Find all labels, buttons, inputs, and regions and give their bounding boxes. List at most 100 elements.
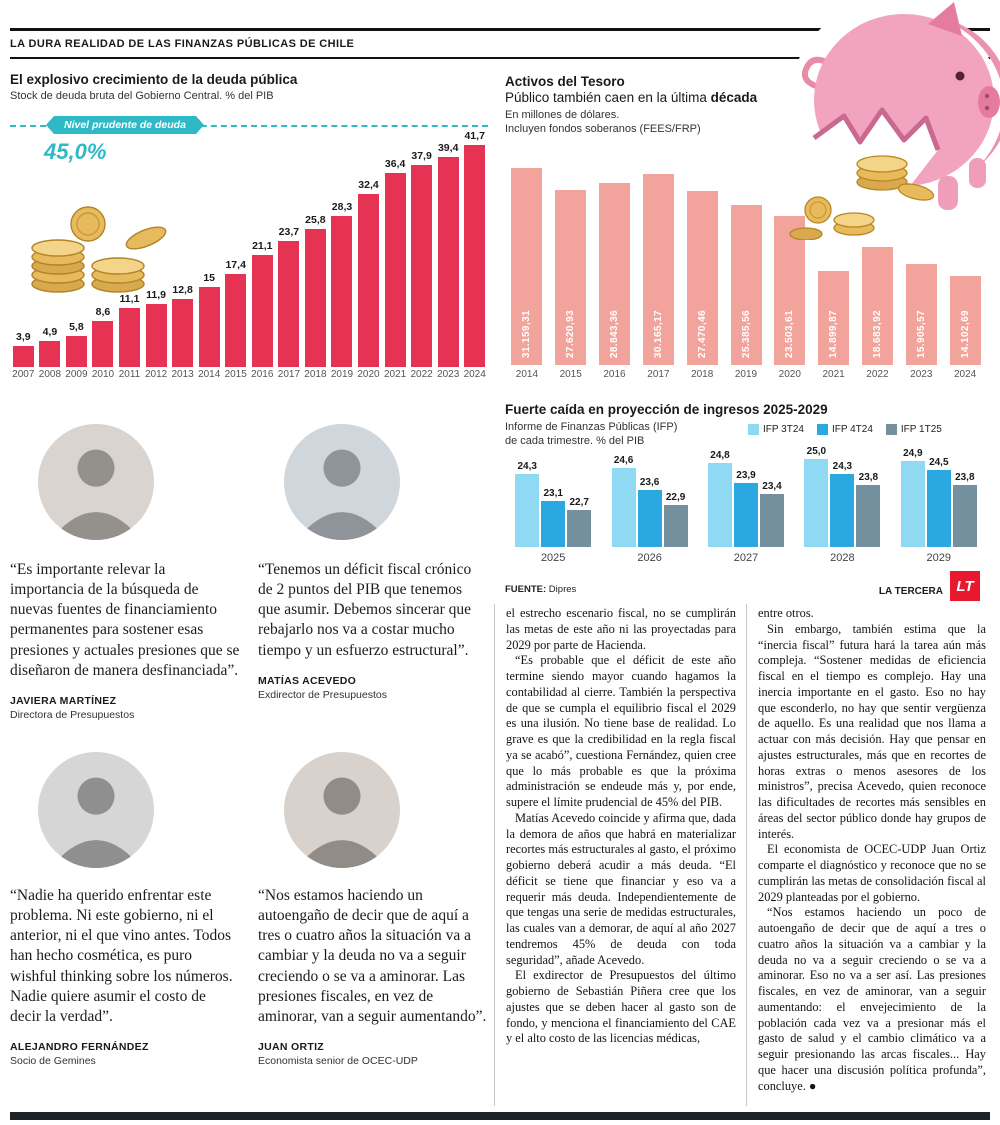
income-chart-legend: IFP 3T24 IFP 4T24 IFP 1T25 bbox=[748, 424, 990, 435]
debt-bar bbox=[39, 340, 61, 367]
quote-author-name: JAVIERA MARTÍNEZ bbox=[10, 694, 117, 707]
debt-category-label: 2008 bbox=[38, 369, 62, 380]
income-bar-value: 23,8 bbox=[858, 472, 879, 484]
quote-matias-acevedo: “Tenemos un déficit fiscal crónico de 2 … bbox=[258, 560, 486, 701]
treasury-bar-value-text: 18.683,92 bbox=[872, 309, 883, 358]
quote-author-role: Directora de Presupuestos bbox=[10, 708, 135, 721]
income-bar bbox=[760, 494, 784, 547]
debt-category-label: 2019 bbox=[330, 369, 354, 380]
treasury-category-label: 2021 bbox=[822, 369, 845, 380]
treasury-chart-categories: 2014 2015 2016 2017 2018 2019 2020 2021 2022 2023… bbox=[505, 369, 987, 383]
treasury-title-line2-text: Público también caen en la última bbox=[505, 90, 711, 105]
income-category-label: 2027 bbox=[733, 552, 759, 564]
debt-bar bbox=[411, 164, 433, 367]
treasury-bar-value: 14.899,87 bbox=[818, 310, 849, 358]
debt-category-label: 2022 bbox=[410, 369, 433, 380]
debt-bar-value: 17,4 bbox=[225, 259, 246, 272]
quote-alejandro-fernandez: “Nadie ha querido enfrentar este problem… bbox=[10, 886, 240, 1067]
debt-category-label: 2018 bbox=[304, 369, 327, 380]
treasury-category-label: 2014 bbox=[515, 369, 539, 380]
treasury-bar: 27.470,46 bbox=[686, 191, 718, 365]
debt-bar bbox=[358, 194, 379, 367]
quote-author-name: JUAN ORTIZ bbox=[258, 1040, 324, 1053]
income-chart-title: Fuerte caída en proyección de ingresos 2… bbox=[505, 402, 828, 417]
prudent-level-label: Nivel prudente de deuda bbox=[46, 116, 204, 134]
legend-label: IFP 1T25 bbox=[900, 424, 942, 435]
article-paragraph: Sin embargo, también estima que la “iner… bbox=[758, 621, 986, 841]
treasury-category-label: 2023 bbox=[910, 369, 933, 380]
treasury-chart-subtitle-2: Incluyen fondos soberanos (FEES/FRP) bbox=[505, 123, 701, 135]
person-silhouette-icon bbox=[38, 752, 154, 868]
debt-bar-value: 12,8 bbox=[172, 283, 193, 296]
column-rule bbox=[746, 604, 747, 1106]
income-bar-value: 25,0 bbox=[806, 446, 827, 457]
debt-category-label: 2010 bbox=[91, 369, 115, 380]
legend-item: IFP 1T25 bbox=[885, 424, 942, 435]
debt-bar-value: 5,8 bbox=[69, 321, 84, 334]
kicker-rule bbox=[10, 57, 990, 59]
debt-bar-value: 39,4 bbox=[437, 141, 459, 154]
debt-category-label: 2007 bbox=[12, 369, 35, 380]
portrait-juan-ortiz bbox=[284, 752, 400, 868]
debt-category-label: 2011 bbox=[118, 369, 141, 380]
debt-chart-title: El explosivo crecimiento de la deuda púb… bbox=[10, 72, 298, 87]
legend-swatch bbox=[748, 424, 759, 435]
treasury-category-label: 2022 bbox=[866, 369, 889, 380]
debt-category-label: 2021 bbox=[383, 369, 407, 380]
income-bar-value: 22,7 bbox=[569, 496, 589, 508]
treasury-bar-value-text: 27.470,46 bbox=[696, 309, 708, 358]
treasury-category-label: 2020 bbox=[778, 369, 801, 380]
treasury-bar-value: 25.385,56 bbox=[731, 310, 762, 358]
debt-bar-value: 25,8 bbox=[305, 214, 326, 227]
treasury-bar-value: 31.159,31 bbox=[511, 310, 542, 358]
debt-bar bbox=[304, 229, 326, 367]
treasury-bar: 15.905,57 bbox=[905, 264, 937, 365]
debt-bar-value: 15 bbox=[203, 272, 216, 284]
treasury-bar-value-text: 23.503,61 bbox=[784, 309, 796, 358]
treasury-bar-value: 14.102,69 bbox=[950, 310, 981, 358]
income-chart-subtitle-1: Informe de Finanzas Públicas (IFP) bbox=[505, 421, 678, 433]
portrait-alejandro-fernandez bbox=[38, 752, 154, 868]
debt-bar-value: 11,1 bbox=[119, 292, 140, 305]
legend-label: IFP 3T24 bbox=[763, 424, 804, 435]
treasury-title-line2-emphasis: década bbox=[710, 90, 758, 105]
treasury-chart-title-line1: Activos del Tesoro bbox=[505, 74, 625, 89]
prudent-level-value: 45,0% bbox=[44, 139, 107, 164]
debt-category-label: 2013 bbox=[171, 369, 194, 380]
legend-label: IFP 4T24 bbox=[831, 424, 873, 435]
legend-swatch bbox=[885, 424, 897, 435]
income-bar-value: 24,3 bbox=[517, 461, 537, 473]
debt-bar bbox=[172, 298, 194, 367]
quote-javiera-martinez: “Es importante relevar la importancia de… bbox=[10, 560, 240, 721]
debt-bar-value: 37,9 bbox=[411, 149, 432, 162]
article-paragraph: El economista de OCEC-UDP Juan Ortiz com… bbox=[758, 842, 986, 904]
treasury-chart-plot: 31.159,31 27.620,93 28.843,36 30.165,17 27.4… bbox=[505, 160, 987, 365]
source-value: Dipres bbox=[546, 584, 577, 595]
la-tercera-logo-icon: LT bbox=[950, 571, 980, 601]
debt-bar-value: 3,9 bbox=[15, 331, 31, 344]
income-bar-value: 24,3 bbox=[832, 461, 853, 473]
income-bar-value: 23,1 bbox=[543, 487, 563, 499]
quote-text: “Tenemos un déficit fiscal crónico de 2 … bbox=[258, 561, 472, 659]
treasury-category-label: 2015 bbox=[559, 369, 582, 380]
debt-bar bbox=[225, 274, 247, 367]
debt-bar bbox=[464, 144, 486, 367]
debt-bar bbox=[12, 346, 34, 367]
treasury-bar-value: 18.683,92 bbox=[862, 310, 893, 358]
source-note: FUENTE: Dipres bbox=[505, 584, 576, 595]
treasury-category-label: 2016 bbox=[603, 369, 626, 380]
debt-bar bbox=[278, 240, 300, 367]
quote-text: “Es importante relevar la importancia de… bbox=[10, 561, 240, 679]
debt-category-label: 2016 bbox=[251, 369, 274, 380]
income-bar bbox=[637, 489, 662, 547]
quote-author-name: MATÍAS ACEVEDO bbox=[258, 674, 357, 687]
quote-text: “Nadie ha querido enfrentar este problem… bbox=[10, 887, 233, 1025]
debt-bar bbox=[384, 172, 406, 367]
income-bar-value: 24,5 bbox=[929, 457, 949, 468]
debt-chart-plot: Nivel prudente de deuda 45,0% 3,9 4,9 5,8 8… bbox=[10, 125, 488, 367]
debt-category-label: 2020 bbox=[357, 369, 380, 380]
income-bar bbox=[900, 461, 925, 547]
piggy-bank-icon bbox=[789, 0, 1000, 240]
income-chart-categories: 2025 2026 2027 2028 2029 bbox=[505, 552, 987, 566]
income-category-label: 2025 bbox=[540, 552, 566, 564]
